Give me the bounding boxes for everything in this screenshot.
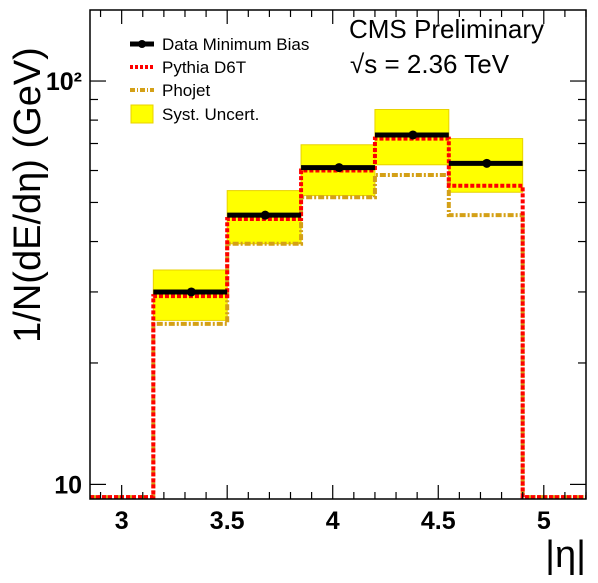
data-point-5 [482, 158, 492, 168]
axes: 3 3.5 4 4.5 5 10 10² [46, 9, 587, 535]
series-line-phojet [90, 172, 586, 500]
legend-entry-syst: Syst. Uncert. [130, 104, 259, 124]
legend-label-phojet: Phojet [162, 81, 210, 100]
series-line-pythia-d6t [90, 136, 586, 500]
legend: Data Minimum Bias Pythia D6T Phojet Syst… [130, 35, 309, 124]
data-point-1 [186, 287, 196, 297]
x-tick-label: 4 [326, 507, 340, 535]
data-point-2 [260, 210, 270, 220]
x-tick-label: 4.5 [421, 507, 456, 535]
x-tick-label: 3.5 [210, 507, 245, 535]
legend-label-data: Data Minimum Bias [162, 35, 309, 54]
legend-entry-data: Data Minimum Bias [130, 35, 309, 54]
legend-entry-pythia: Pythia D6T [130, 58, 246, 77]
y-axis-label: 1/N(dE/dη) (GeV) [7, 47, 49, 343]
data-point-4 [408, 130, 418, 140]
legend-entry-phojet: Phojet [130, 81, 210, 100]
x-axis-label: |η| [545, 534, 586, 576]
y-tick-label: 10 [54, 471, 82, 499]
y-tick-label: 10² [46, 68, 82, 96]
cms-preliminary-label: CMS Preliminary [349, 14, 544, 44]
legend-label-syst: Syst. Uncert. [162, 105, 259, 124]
plot-area [90, 108, 586, 500]
energy-label: √s = 2.36 TeV [350, 49, 510, 79]
plot-frame [89, 9, 587, 500]
data-point-3 [334, 163, 344, 173]
x-tick-label: 3 [115, 507, 129, 535]
x-tick-label: 5 [537, 507, 551, 535]
legend-label-pythia: Pythia D6T [162, 58, 246, 77]
